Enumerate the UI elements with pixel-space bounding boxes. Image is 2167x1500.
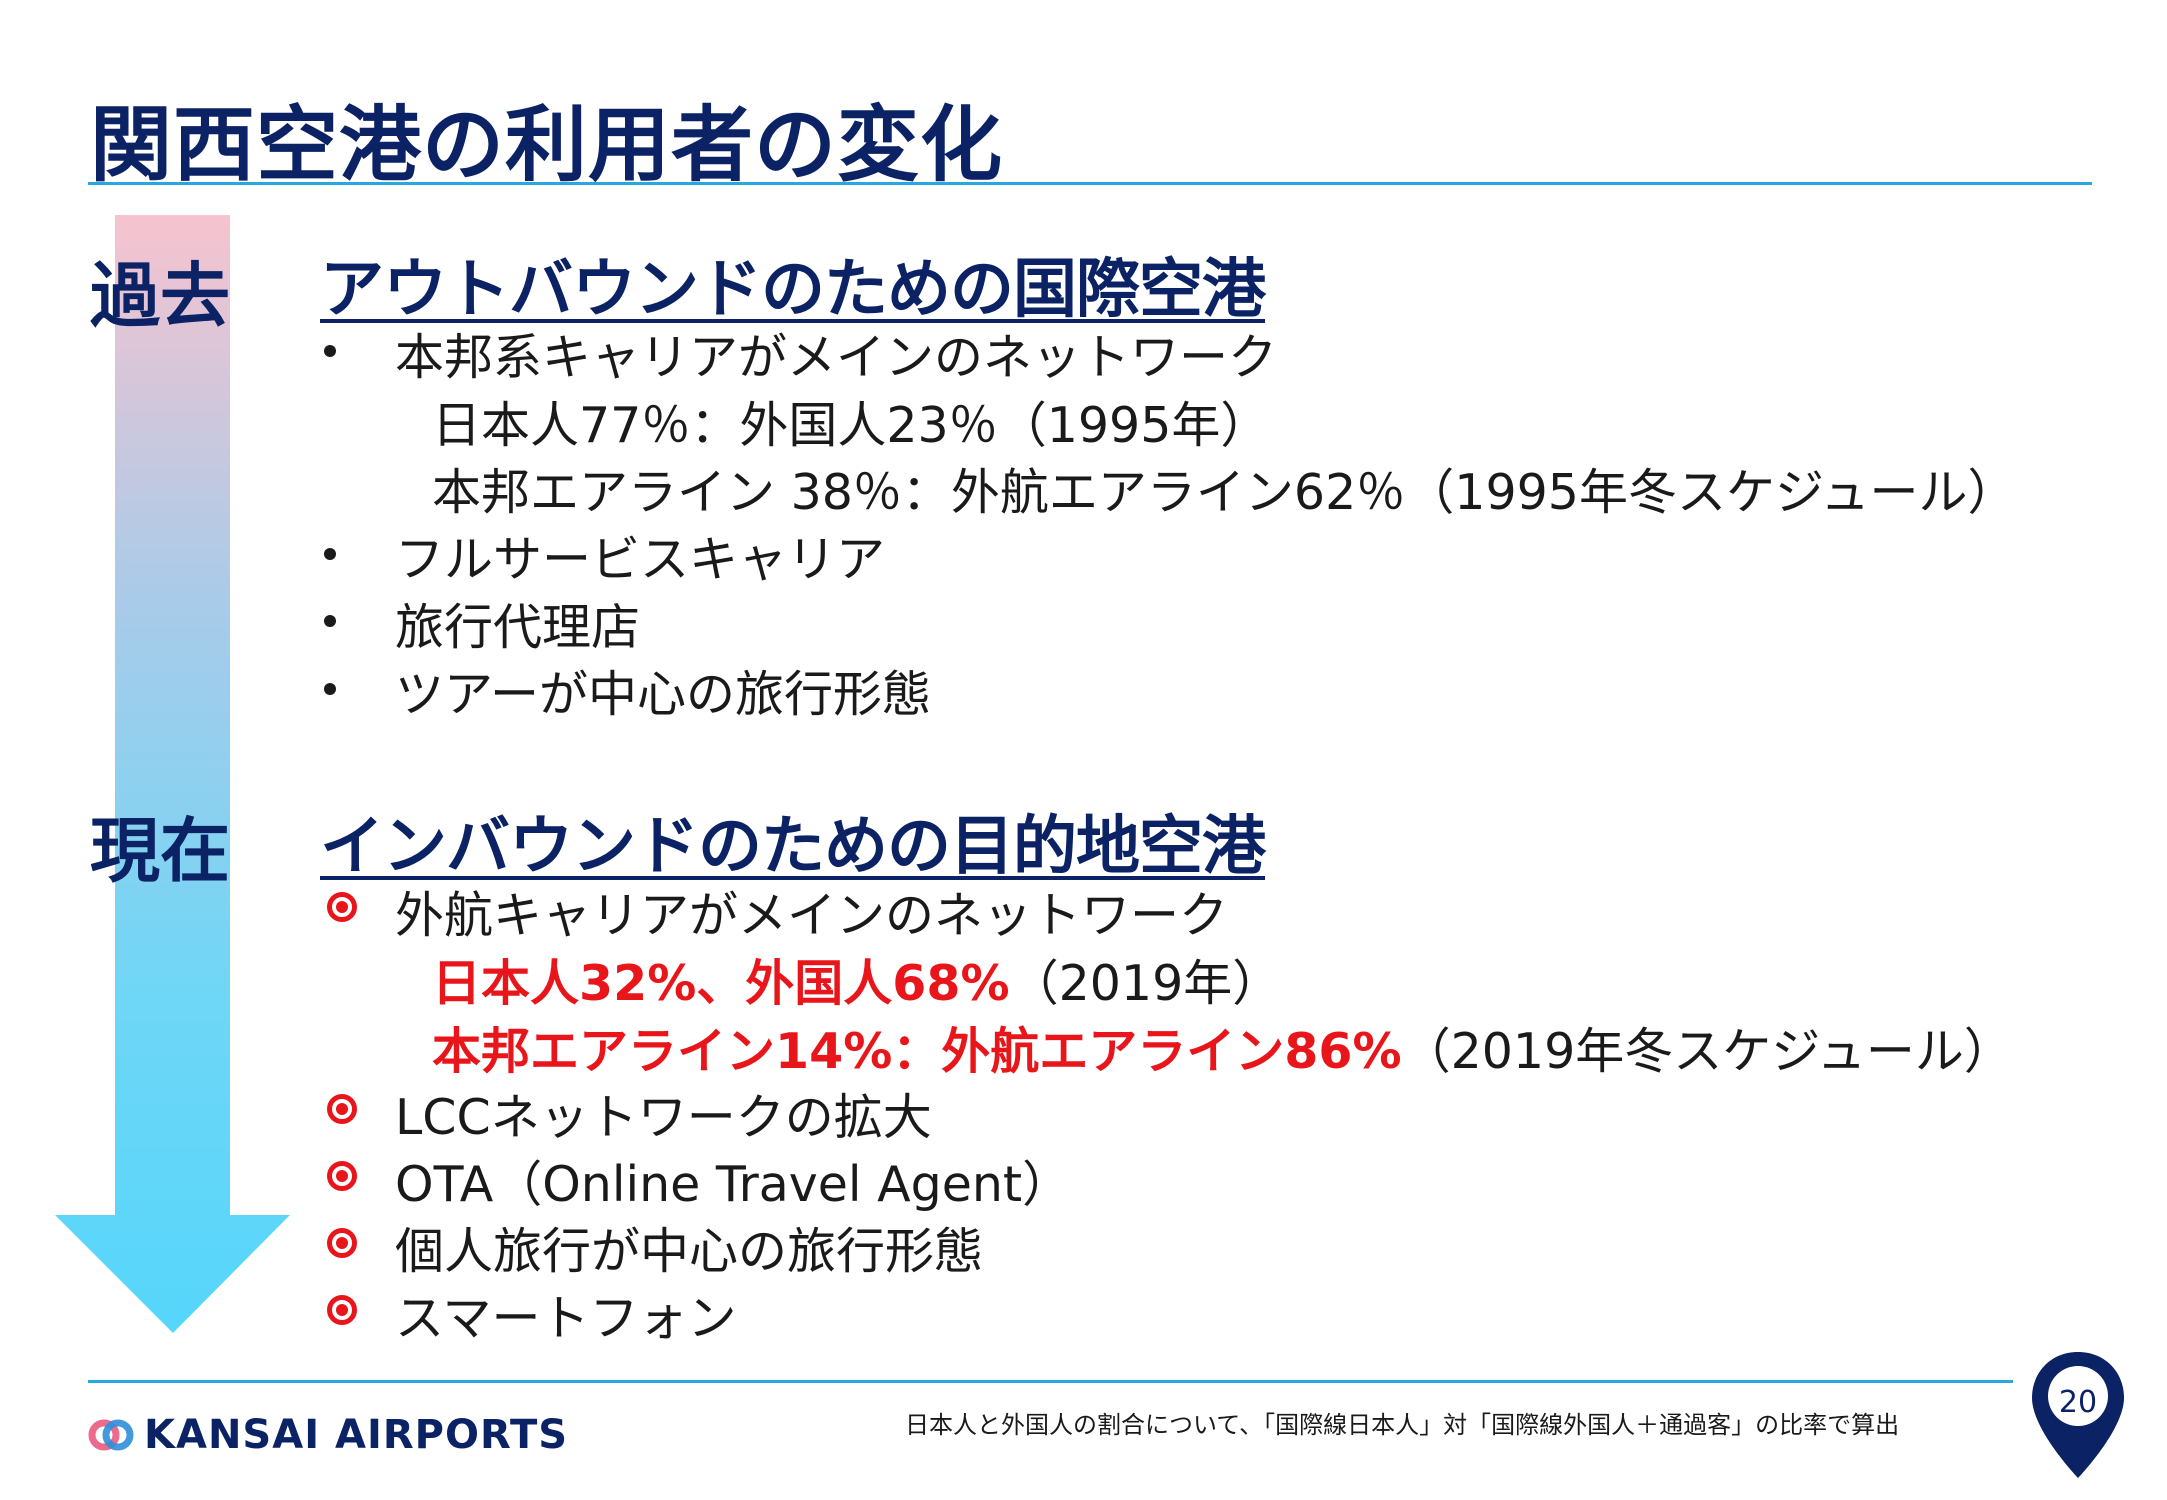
bullet — [324, 345, 336, 357]
bullet — [324, 615, 336, 627]
timeline-arrow — [55, 215, 290, 1333]
list-item: OTA（Online Travel Agent） — [395, 1156, 1072, 1213]
list-item-sub: 日本人77％：外国人23％（1995年） — [432, 397, 1270, 454]
map-pin-icon — [2032, 1352, 2124, 1478]
footer-divider — [88, 1380, 2013, 1383]
sub-text: （2019年） — [1009, 955, 1282, 1012]
list-item: スマートフォン — [395, 1290, 737, 1347]
sub-text: （2019年冬スケジュール） — [1401, 1023, 2013, 1080]
list-item: 個人旅行が中心の旅行形態 — [395, 1223, 984, 1280]
logo-text: KANSAI AIRPORTS — [144, 1412, 569, 1458]
era-label-present: 現在 — [90, 810, 230, 892]
target-bullet-icon — [327, 1161, 357, 1191]
footnote: 日本人と外国人の割合について、「国際線日本人」対「国際線外国人＋通過客」の比率で… — [905, 1411, 1900, 1439]
list-item-sub: 本邦エアライン 38％：外航エアライン62％（1995年冬スケジュール） — [432, 464, 2017, 521]
highlight-text: 本邦エアライン14%：外航エアライン86% — [432, 1023, 1402, 1080]
bullet — [324, 548, 336, 560]
title-divider — [88, 182, 2092, 185]
list-item: 外航キャリアがメインのネットワーク — [395, 887, 1229, 944]
era-label-past: 過去 — [90, 255, 230, 337]
target-bullet-icon — [327, 892, 357, 922]
heading-present: インバウンドのための目的地空港 — [320, 810, 1266, 884]
list-item: 旅行代理店 — [395, 599, 641, 656]
list-item-sub: 日本人32%、外国人68%（2019年） — [432, 944, 1281, 1015]
bullet — [324, 683, 336, 695]
list-item: LCCネットワークの拡大 — [395, 1089, 932, 1146]
list-item: フルサービスキャリア — [395, 531, 886, 588]
highlight-text: 日本人32%、外国人68% — [432, 955, 1010, 1012]
logo-mark-icon — [88, 1419, 134, 1451]
list-item-sub: 本邦エアライン14%：外航エアライン86%（2019年冬スケジュール） — [432, 1012, 2013, 1083]
heading-past: アウトバウンドのための国際空港 — [320, 253, 1266, 327]
page-title: 関西空港の利用者の変化 — [90, 98, 1004, 193]
kansai-airports-logo: KANSAI AIRPORTS — [88, 1412, 568, 1458]
list-item: 本邦系キャリアがメインのネットワーク — [395, 329, 1278, 386]
target-bullet-icon — [327, 1228, 357, 1258]
page-number: 20 — [2058, 1385, 2098, 1420]
list-item: ツアーが中心の旅行形態 — [395, 666, 932, 723]
target-bullet-icon — [327, 1094, 357, 1124]
target-bullet-icon — [327, 1295, 357, 1325]
